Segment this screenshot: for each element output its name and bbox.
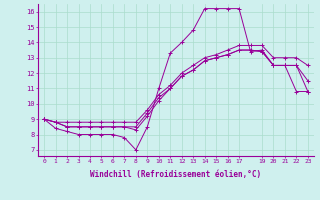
X-axis label: Windchill (Refroidissement éolien,°C): Windchill (Refroidissement éolien,°C)	[91, 170, 261, 179]
